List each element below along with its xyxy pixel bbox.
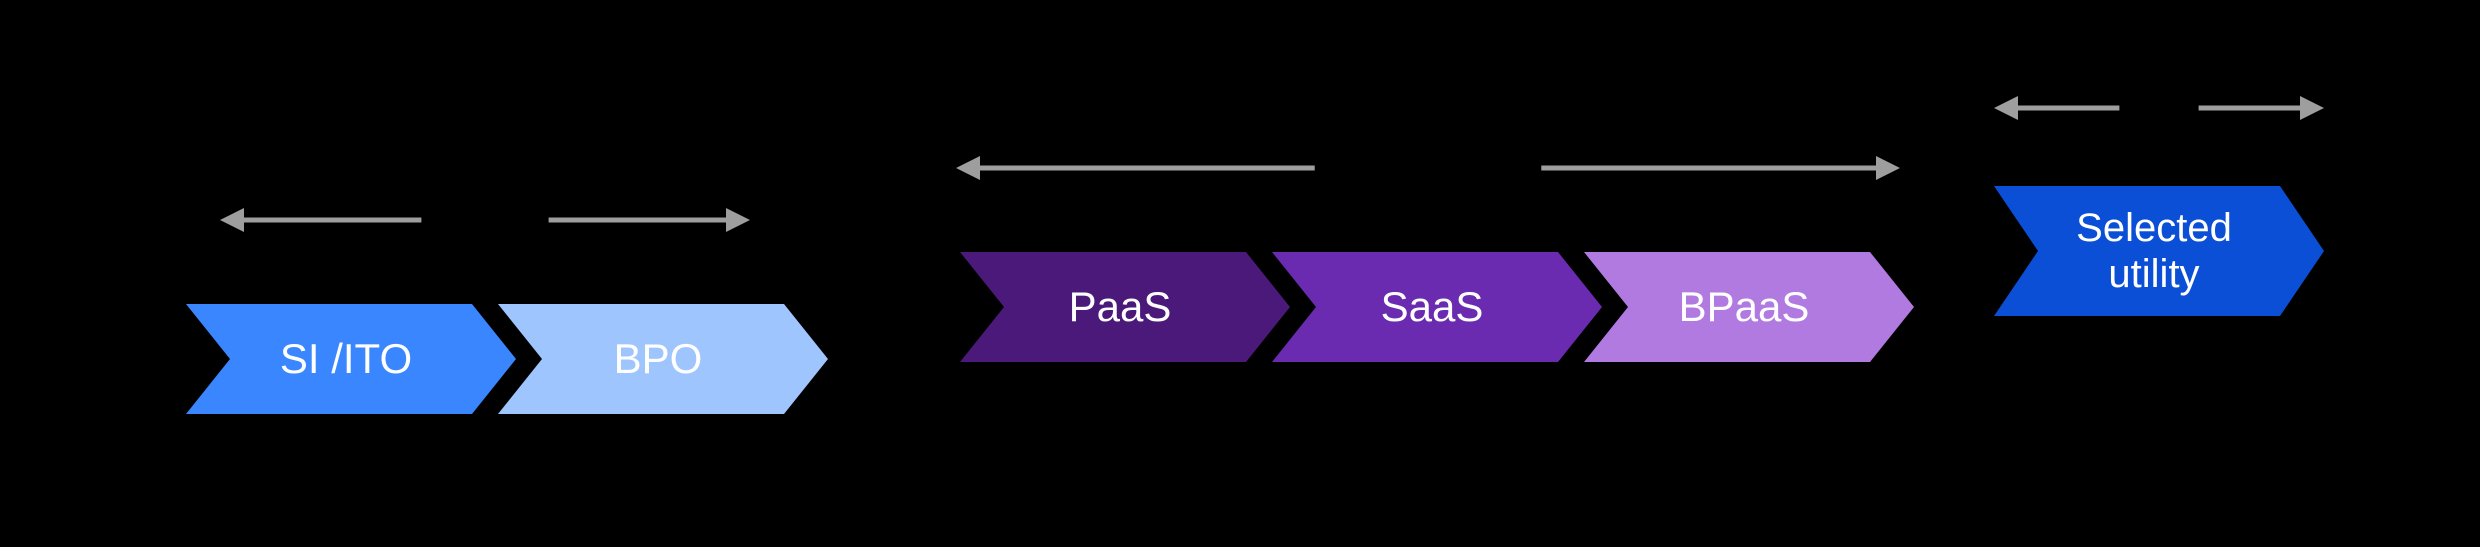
chevron-bpaas: BPaaS [1584, 252, 1914, 362]
chevron-saas: SaaS [1272, 252, 1602, 362]
chevron-label-bpaas: BPaaS [1679, 283, 1820, 331]
chevron-si-ito: SI /ITO [186, 304, 516, 414]
diagram-root: SI /ITO BPO PaaS SaaS BPaaS Selectedutility [0, 0, 2480, 547]
chevron-bpo: BPO [498, 304, 828, 414]
chevron-selected-utility: Selectedutility [1994, 186, 2324, 316]
double-arrow [220, 205, 750, 235]
chevron-label-bpo: BPO [614, 335, 713, 383]
chevron-label-si-ito: SI /ITO [280, 335, 422, 383]
chevron-label-selected-utility: Selectedutility [2076, 205, 2242, 297]
chevron-label-paas: PaaS [1069, 283, 1182, 331]
double-arrow [956, 153, 1900, 183]
chevron-paas: PaaS [960, 252, 1290, 362]
double-arrow [1994, 93, 2324, 123]
chevron-label-saas: SaaS [1381, 283, 1494, 331]
